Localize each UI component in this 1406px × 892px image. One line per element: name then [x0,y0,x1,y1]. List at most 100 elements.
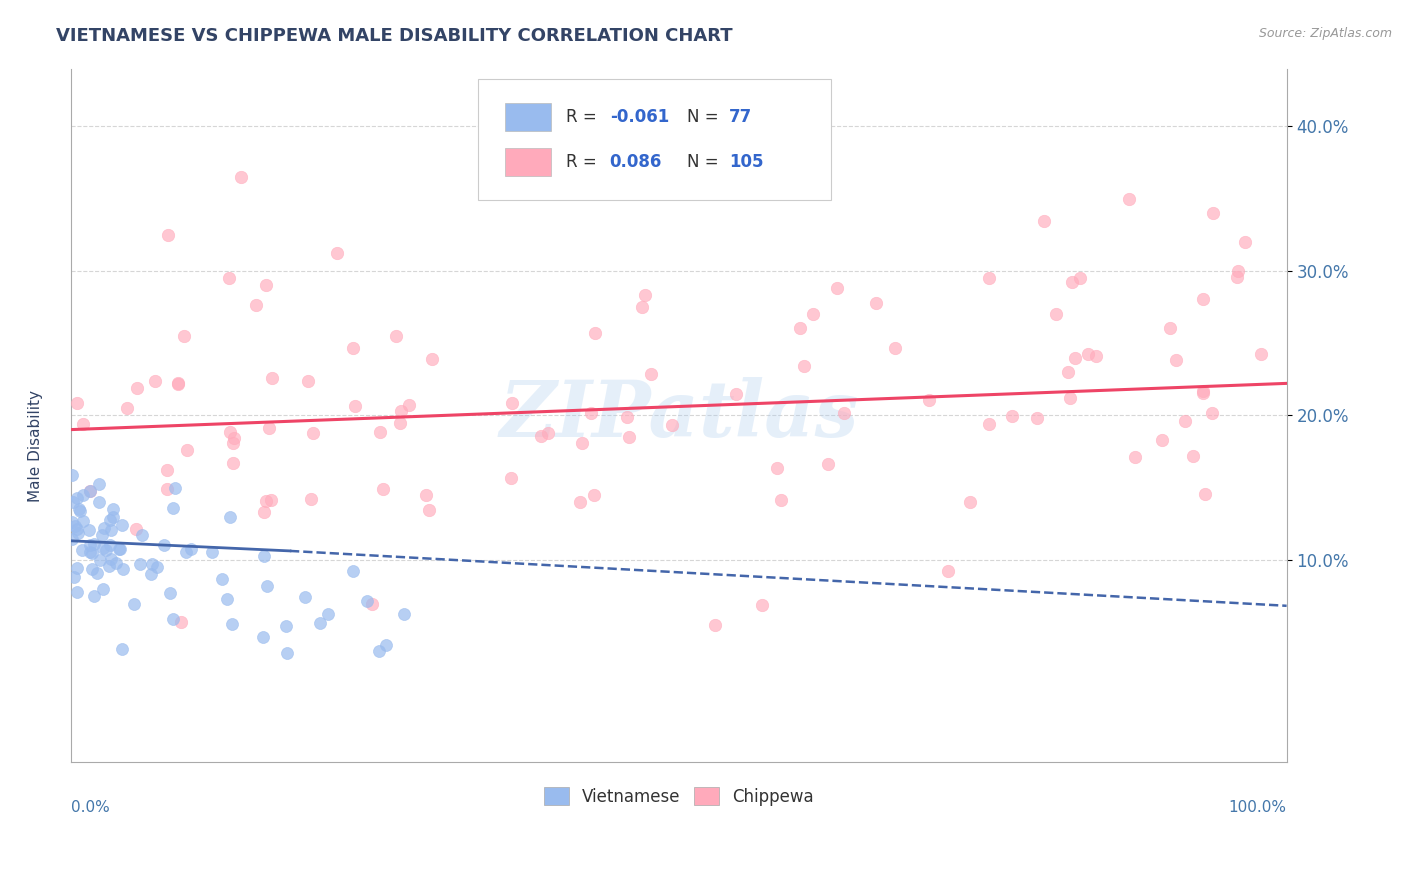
Point [326,246,349,260]
Point [274,619,297,633]
Point [1077,347,1099,361]
Point [1192,386,1215,401]
Point [83,589,105,603]
Text: R =: R = [565,153,602,171]
Point [66,585,89,599]
Point [157,227,180,242]
Point [260,371,283,385]
Point [368,425,391,439]
Point [219,509,242,524]
Point [125,381,148,395]
Point [530,429,553,443]
Text: 77: 77 [728,108,752,126]
Point [62,532,84,546]
Point [398,398,420,412]
Point [63,519,86,533]
Point [704,617,727,632]
Point [582,488,605,502]
Point [224,431,246,445]
Point [115,401,138,415]
Point [79,484,101,499]
Point [356,594,378,608]
Text: Male Disability: Male Disability [28,390,42,502]
Point [176,443,198,458]
Point [66,561,89,575]
Point [640,367,662,381]
Point [103,501,125,516]
Point [180,542,202,557]
Point [69,504,91,518]
Point [145,559,167,574]
Point [97,558,120,573]
Point [388,416,411,430]
Point [173,328,195,343]
Text: ZIPatlas: ZIPatlas [499,377,859,453]
Point [163,481,186,495]
Point [1166,353,1188,368]
Point [343,399,366,413]
Point [959,495,981,509]
Point [66,396,89,410]
Point [801,307,824,321]
Point [83,537,105,551]
Point [1152,434,1174,448]
Point [1118,192,1140,206]
Text: Source: ZipAtlas.com: Source: ZipAtlas.com [1258,27,1392,40]
Point [221,616,243,631]
Point [1174,414,1197,428]
Point [93,582,115,597]
Point [316,607,339,622]
Point [162,500,184,515]
Point [1056,365,1078,379]
Point [215,591,238,606]
Text: N =: N = [688,153,724,171]
Point [253,505,276,519]
Text: 0.086: 0.086 [610,153,662,171]
Point [254,278,277,293]
Point [62,467,84,482]
Point [634,287,657,301]
Point [583,326,606,340]
Point [174,545,197,559]
Point [342,564,364,578]
Point [1026,411,1049,425]
Point [94,543,117,558]
Point [616,410,638,425]
Point [297,374,319,388]
Point [77,523,100,537]
Point [93,541,115,556]
Point [143,374,166,388]
Point [1060,275,1083,289]
Point [245,298,267,312]
Point [67,526,90,541]
Point [977,270,1000,285]
Point [384,329,406,343]
Point [751,599,773,613]
Legend: Vietnamese, Chippewa: Vietnamese, Chippewa [537,780,821,813]
Text: N =: N = [688,108,724,126]
Point [299,491,322,506]
Point [368,644,391,658]
Point [167,376,190,390]
Point [253,549,276,563]
Point [389,403,412,417]
Point [631,300,654,314]
Bar [505,103,551,131]
Point [789,320,811,334]
Point [1001,409,1024,424]
Point [1181,450,1204,464]
Point [82,546,104,560]
Point [617,430,640,444]
Point [125,522,148,536]
Text: 100.0%: 100.0% [1229,800,1286,815]
Point [1059,391,1081,405]
Point [170,615,193,629]
Point [501,396,523,410]
Point [309,616,332,631]
Point [86,566,108,580]
Point [661,417,683,432]
Point [98,513,121,527]
Point [571,436,593,450]
Point [108,541,131,556]
Point [1064,351,1087,365]
